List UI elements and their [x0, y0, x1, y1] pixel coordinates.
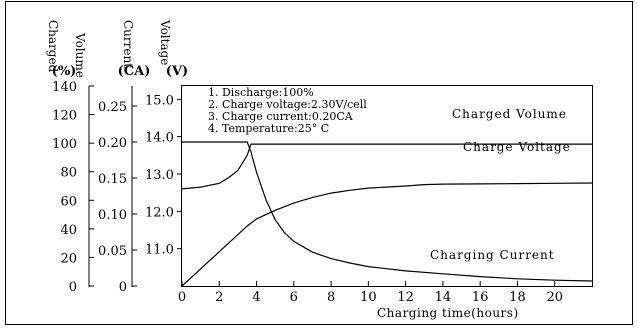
plot-frame: [181, 85, 593, 287]
x-tick-label: 14: [435, 290, 452, 305]
voltage-tick-label: 12.0: [145, 205, 174, 220]
charged-tick-label: 80: [60, 166, 77, 181]
charged-tick-label: 0: [69, 280, 77, 295]
charged-tick-label: 20: [60, 251, 77, 266]
current-tick-label: 0.15: [98, 172, 127, 187]
charged-tick-label: 140: [52, 80, 77, 95]
x-tick-label: 20: [546, 290, 563, 305]
series-label-charging-current: Charging Current: [430, 248, 555, 262]
voltage-tick-label: 15.0: [145, 93, 174, 108]
x-tick-label: 12: [397, 290, 414, 305]
voltage-tick-label: 14.0: [145, 131, 174, 146]
current-tick-label: 0.20: [98, 136, 127, 151]
note-charge-voltage: 2. Charge voltage:2.30V/cell: [208, 98, 367, 111]
x-tick-label: 10: [360, 290, 377, 305]
current-tick-label: 0.25: [98, 100, 127, 115]
x-tick-label: 18: [509, 290, 526, 305]
series-line-charging-current: [182, 141, 593, 282]
charged-axis-title-line1: Charged: [46, 20, 60, 73]
x-tick-label: 6: [290, 290, 298, 305]
charged-axis-title-line2: Volume: [73, 32, 87, 78]
x-tick-label: 16: [472, 290, 489, 305]
voltage-axis-title: Voltage: [158, 19, 172, 65]
x-tick-label: 2: [215, 290, 223, 305]
charged-tick-label: 40: [60, 223, 77, 238]
note-charge-current: 3. Charge current:0.20CA: [208, 110, 354, 123]
series-label-charge-voltage: Charge Voltage: [463, 140, 571, 154]
charged-tick-label: 120: [52, 109, 77, 124]
current-tick-label: 0.05: [98, 244, 127, 259]
current-axis-unit: (CA): [118, 64, 151, 79]
ticks-layer: 02040608010012014000.050.100.150.200.251…: [52, 80, 563, 305]
x-axis-label: Charging time(hours): [377, 306, 519, 320]
notes-block: 1. Discharge:100% 2. Charge voltage:2.30…: [208, 86, 367, 135]
series-label-charged-volume: Charged Volume: [452, 107, 567, 121]
voltage-tick-label: 13.0: [145, 168, 174, 183]
charged-tick-label: 60: [60, 194, 77, 209]
x-tick-label: 8: [327, 290, 335, 305]
x-tick-label: 0: [178, 290, 186, 305]
series-line-charge-voltage: [181, 143, 592, 190]
series-layer: [181, 141, 593, 287]
note-discharge: 1. Discharge:100%: [208, 86, 314, 99]
voltage-tick-label: 11.0: [145, 243, 174, 258]
charged-tick-label: 100: [52, 137, 77, 152]
current-tick-label: 0.10: [98, 208, 127, 223]
current-axis-title: Current: [121, 20, 135, 68]
series-line-charged-volume: [181, 182, 593, 287]
x-tick-label: 4: [252, 290, 260, 305]
figure-border: [5, 1, 633, 325]
charged-axis-unit: (%): [52, 64, 77, 79]
current-tick-label: 0: [119, 280, 127, 295]
voltage-axis-unit: (V): [166, 64, 188, 79]
note-temperature: 4. Temperature:25° C: [208, 122, 329, 135]
